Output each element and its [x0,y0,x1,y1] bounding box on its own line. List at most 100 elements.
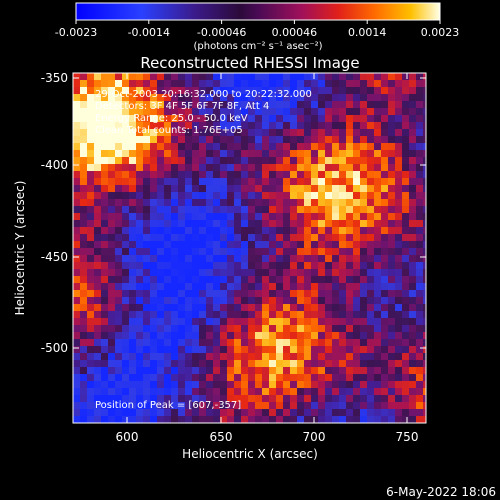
image-pixel [325,339,333,347]
image-pixel [227,388,235,396]
image-pixel [248,332,256,340]
image-pixel [367,290,375,298]
image-pixel [213,269,221,277]
image-pixel [360,374,368,382]
image-pixel [367,360,375,368]
image-pixel [360,325,368,333]
image-pixel [129,395,137,403]
image-pixel [178,108,186,116]
image-pixel [192,185,200,193]
image-pixel [325,192,333,200]
image-pixel [297,108,305,116]
image-pixel [318,108,326,116]
image-pixel [374,192,382,200]
image-pixel [269,129,277,137]
image-pixel [108,192,116,200]
image-pixel [311,143,319,151]
image-pixel [213,192,221,200]
image-pixel [283,318,291,326]
image-pixel [122,87,130,95]
image-pixel [185,94,193,102]
image-pixel [304,409,312,417]
image-pixel [262,388,270,396]
image-pixel [171,108,179,116]
image-pixel [374,129,382,137]
image-pixel [94,164,102,172]
image-pixel [73,311,81,319]
image-pixel [157,304,165,312]
image-pixel [290,178,298,186]
image-pixel [150,185,158,193]
image-pixel [199,122,207,130]
image-pixel [409,122,417,130]
image-pixel [199,220,207,228]
image-pixel [311,150,319,158]
image-pixel [73,122,81,130]
image-pixel [185,101,193,109]
image-pixel [248,122,256,130]
image-pixel [346,346,354,354]
image-pixel [318,157,326,165]
image-pixel [73,227,81,235]
image-pixel [80,339,88,347]
image-pixel [339,381,347,389]
image-pixel [122,150,130,158]
image-pixel [122,199,130,207]
image-pixel [136,143,144,151]
image-pixel [255,94,263,102]
image-pixel [164,332,172,340]
image-pixel [339,220,347,228]
image-pixel [395,262,403,270]
image-pixel [276,297,284,305]
image-pixel [311,374,319,382]
image-pixel [122,283,130,291]
image-pixel [136,283,144,291]
image-pixel [276,269,284,277]
image-pixel [227,227,235,235]
image-pixel [318,171,326,179]
image-pixel [150,402,158,410]
image-pixel [185,318,193,326]
image-pixel [178,416,186,423]
image-pixel [325,115,333,123]
image-pixel [346,136,354,144]
image-pixel [269,171,277,179]
image-pixel [367,101,375,109]
image-pixel [374,276,382,284]
image-pixel [353,255,361,263]
image-pixel [416,164,424,172]
image-pixel [101,381,109,389]
image-pixel [108,304,116,312]
image-pixel [374,122,382,130]
image-pixel [80,115,88,123]
image-pixel [388,283,396,291]
image-pixel [94,115,102,123]
image-pixel [360,367,368,375]
image-pixel [381,241,389,249]
image-pixel [227,283,235,291]
image-pixel [353,94,361,102]
image-pixel [73,150,81,158]
image-pixel [115,136,123,144]
image-pixel [94,206,102,214]
image-pixel [150,255,158,263]
image-pixel [73,115,81,123]
image-pixel [178,262,186,270]
image-pixel [360,192,368,200]
image-pixel [332,283,340,291]
image-pixel [262,381,270,389]
image-pixel [339,199,347,207]
image-pixel [402,353,410,361]
image-pixel [262,227,270,235]
image-pixel [164,94,172,102]
image-pixel [297,276,305,284]
image-pixel [360,73,368,81]
image-pixel [73,325,81,333]
image-pixel [332,213,340,221]
image-pixel [311,199,319,207]
image-pixel [283,220,291,228]
image-pixel [311,227,319,235]
image-pixel [353,248,361,256]
image-pixel [353,367,361,375]
image-pixel [213,101,221,109]
